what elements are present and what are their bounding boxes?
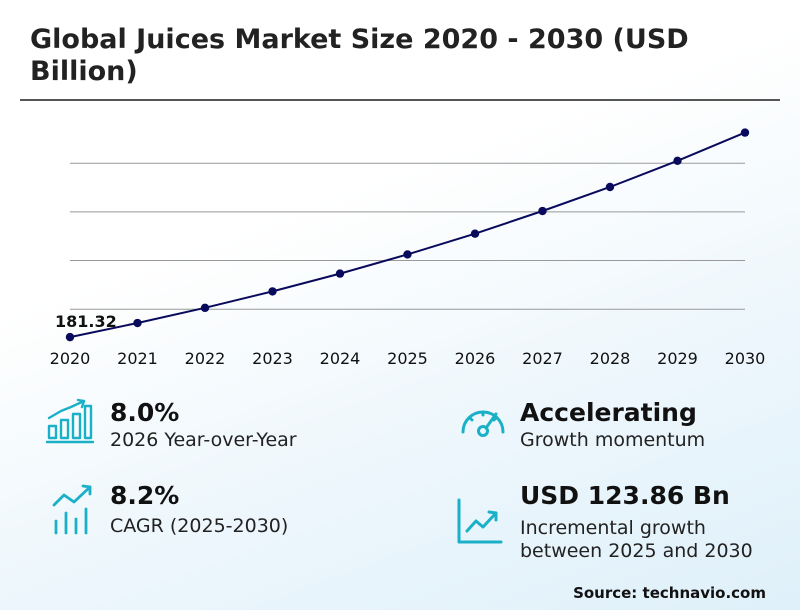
chart-title: Global Juices Market Size 2020 - 2030 (U… xyxy=(30,24,689,87)
x-tick-2023: 2023 xyxy=(252,349,293,368)
data-point-2026 xyxy=(470,229,480,238)
data-point-2021 xyxy=(133,318,142,328)
line-chart-up-icon xyxy=(457,498,503,544)
data-point-2027 xyxy=(538,206,547,216)
stat-momentum-label: Growth momentum xyxy=(520,429,706,451)
bar-chart-growth-icon xyxy=(46,398,94,444)
x-tick-2029: 2029 xyxy=(657,349,698,368)
stat-yoy-value: 8.0% xyxy=(110,398,180,427)
stat-cagr-value: 8.2% xyxy=(110,481,180,510)
grid-lines xyxy=(70,162,745,310)
data-point-2020 xyxy=(65,332,75,342)
data-point-2029 xyxy=(673,156,682,166)
stat-momentum-value: Accelerating xyxy=(520,398,697,427)
trend-bars-icon xyxy=(52,484,92,535)
data-point-2025 xyxy=(403,250,412,259)
stat-incremental: USD 123.86 Bn Incremental growth between… xyxy=(456,481,786,571)
stat-cagr-label: CAGR (2025-2030) xyxy=(110,515,289,537)
source-credit: Source: technavio.com xyxy=(573,584,766,602)
data-point-2028 xyxy=(605,182,615,192)
data-point-2030 xyxy=(740,128,750,137)
x-axis-ticks: 2020 2021 2022 2023 2024 2025 2026 2027 2028 2029… xyxy=(50,349,766,368)
stat-yoy: 8.0% 2026 Year-over-Year xyxy=(46,398,396,458)
x-tick-2026: 2026 xyxy=(455,349,496,368)
x-tick-2020: 2020 xyxy=(50,349,91,368)
stat-cagr: 8.2% CAGR (2025-2030) xyxy=(52,481,402,541)
title-divider xyxy=(20,99,780,101)
data-point-2023 xyxy=(268,287,277,296)
x-tick-2024: 2024 xyxy=(320,349,361,368)
data-point-2024 xyxy=(335,269,345,278)
data-labels: 181.32 xyxy=(55,312,117,331)
stat-incremental-label: Incremental growth between 2025 and 2030 xyxy=(520,517,753,562)
x-tick-2027: 2027 xyxy=(522,349,563,368)
speedometer-icon xyxy=(461,410,505,437)
x-tick-2028: 2028 xyxy=(590,349,631,368)
data-label-2020: 181.32 xyxy=(55,312,117,331)
stat-incremental-value: USD 123.86 Bn xyxy=(520,481,730,510)
x-tick-2022: 2022 xyxy=(185,349,226,368)
x-tick-2025: 2025 xyxy=(387,349,428,368)
x-tick-2030: 2030 xyxy=(725,349,766,368)
line-chart: 2020 2021 2022 2023 2024 2025 2026 2027 2028 2029… xyxy=(50,128,766,368)
stat-yoy-label: 2026 Year-over-Year xyxy=(110,429,297,451)
data-point-2022 xyxy=(200,303,210,313)
data-points xyxy=(65,128,750,342)
stat-momentum: Accelerating Growth momentum xyxy=(458,398,778,458)
x-tick-2021: 2021 xyxy=(117,349,158,368)
